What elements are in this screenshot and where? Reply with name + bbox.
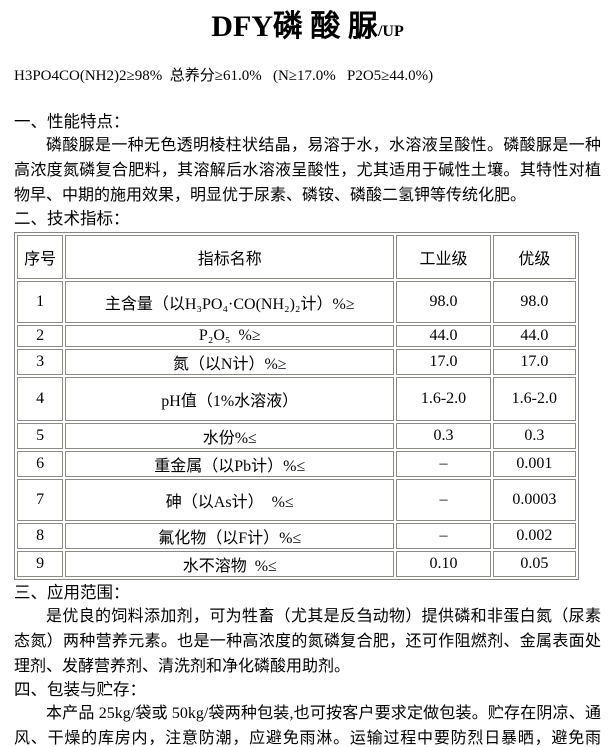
product-name: DFY磷 酸 脲 — [211, 10, 378, 43]
industrial-grade-cell: 1.6-2.0 — [396, 377, 491, 421]
section-heading-performance: 一、性能特点： — [14, 112, 130, 131]
header-indicator-name: 指标名称 — [65, 235, 395, 279]
industrial-grade-cell: 17.0 — [396, 349, 491, 375]
table-row: 1 主含量（以H₃PO₄·CO(NH₂)₂计）%≥ 98.0 98.0 — [17, 281, 576, 323]
industrial-grade-cell: 44.0 — [396, 325, 491, 347]
row-index-cell: 9 — [17, 551, 64, 577]
premium-grade-cell: 98.0 — [492, 281, 576, 323]
premium-grade-cell: 0.001 — [492, 451, 576, 477]
premium-grade-cell: 0.05 — [492, 551, 576, 577]
indicator-name-cell: 重金属（以Pb计）%≤ — [65, 451, 395, 477]
row-index-cell: 8 — [17, 523, 64, 549]
industrial-grade-cell: 98.0 — [396, 281, 491, 323]
row-index-cell: 4 — [17, 377, 64, 421]
table-row: 6 重金属（以Pb计）%≤ –0.001 — [17, 451, 576, 477]
chemical-spec-line: H3PO4CO(NH2)2≥98% 总养分≥61.0% (N≥17.0% P2O… — [14, 68, 434, 84]
table-row: 9 水不溶物 %≤ 0.10 0.05 — [17, 551, 576, 577]
row-index-cell: 5 — [17, 423, 64, 449]
premium-grade-cell: 1.6-2.0 — [492, 377, 576, 421]
row-index-cell: 3 — [17, 349, 64, 375]
application-paragraph: 是优良的饲料添加剂，可为牲畜（尤其是反刍动物）提供磷和非蛋白氮（尿素态氮）两种营… — [14, 608, 601, 675]
row-index-cell: 7 — [17, 479, 64, 521]
row-index-cell: 1 — [17, 281, 64, 323]
indicator-name-cell: 砷（以As计） %≤ — [65, 479, 395, 521]
row-index-cell: 2 — [17, 325, 64, 347]
header-premium-grade: 优级 — [492, 235, 576, 279]
premium-grade-cell: 44.0 — [492, 325, 576, 347]
industrial-grade-cell: – — [396, 451, 491, 477]
industrial-grade-cell: – — [396, 479, 491, 521]
table-row: 8 氟化物（以F计）%≤ –0.002 — [17, 523, 576, 549]
premium-grade-cell: 0.002 — [492, 523, 576, 549]
table-row: 2 P₂O₅ %≥ 44.0 44.0 — [17, 325, 576, 347]
header-row-index: 序号 — [17, 235, 64, 279]
table-row: 3 氮（以N计）%≥ 17.0 17.0 — [17, 349, 576, 375]
spec-table-body: 1 主含量（以H₃PO₄·CO(NH₂)₂计）%≥ 98.0 98.0 2 P₂O₅ %≥… — [17, 281, 576, 577]
industrial-grade-cell: 0.3 — [396, 423, 491, 449]
section-heading-application: 三、应用范围： — [14, 583, 130, 602]
performance-paragraph: 磷酸脲是一种无色透明棱柱状结晶，易溶于水，水溶液呈酸性。磷酸脲是一种高浓度氮磷复… — [14, 137, 601, 204]
technical-indicators-table: 序号 指标名称 工业级 优级 1 主含量（以H₃PO₄·CO(NH₂)₂计）%≥ 9… — [14, 232, 579, 580]
premium-grade-cell: 17.0 — [492, 349, 576, 375]
section-heading-packaging: 四、包装与贮存： — [14, 680, 146, 699]
indicator-name-cell: 氟化物（以F计）%≤ — [65, 523, 395, 549]
indicator-name-cell: 氮（以N计）%≥ — [65, 349, 395, 375]
indicator-name-cell: 水不溶物 %≤ — [65, 551, 395, 577]
table-row: 7 砷（以As计） %≤ –0.0003 — [17, 479, 576, 521]
table-header-row: 序号 指标名称 工业级 优级 — [17, 235, 576, 279]
header-industrial-grade: 工业级 — [396, 235, 491, 279]
row-index-cell: 6 — [17, 451, 64, 477]
premium-grade-cell: 0.0003 — [492, 479, 576, 521]
section-heading-technical: 二、技术指标： — [14, 209, 130, 228]
indicator-name-cell: P₂O₅ %≥ — [65, 325, 395, 347]
page-title: DFY磷 酸 脲/UP — [14, 8, 601, 51]
indicator-name-cell: 主含量（以H₃PO₄·CO(NH₂)₂计）%≥ — [65, 281, 395, 323]
industrial-grade-cell: – — [396, 523, 491, 549]
table-row: 4 pH值（1%水溶液） 1.6-2.0 1.6-2.0 — [17, 377, 576, 421]
packaging-paragraph: 本产品 25kg/袋或 50kg/袋两种包装,也可按客户要求定做包装。贮存在阴凉… — [14, 705, 601, 747]
indicator-name-cell: pH值（1%水溶液） — [65, 377, 395, 421]
premium-grade-cell: 0.3 — [492, 423, 576, 449]
table-row: 5 水份%≤ 0.3 0.3 — [17, 423, 576, 449]
indicator-name-cell: 水份%≤ — [65, 423, 395, 449]
industrial-grade-cell: 0.10 — [396, 551, 491, 577]
product-name-suffix: /UP — [377, 23, 404, 40]
